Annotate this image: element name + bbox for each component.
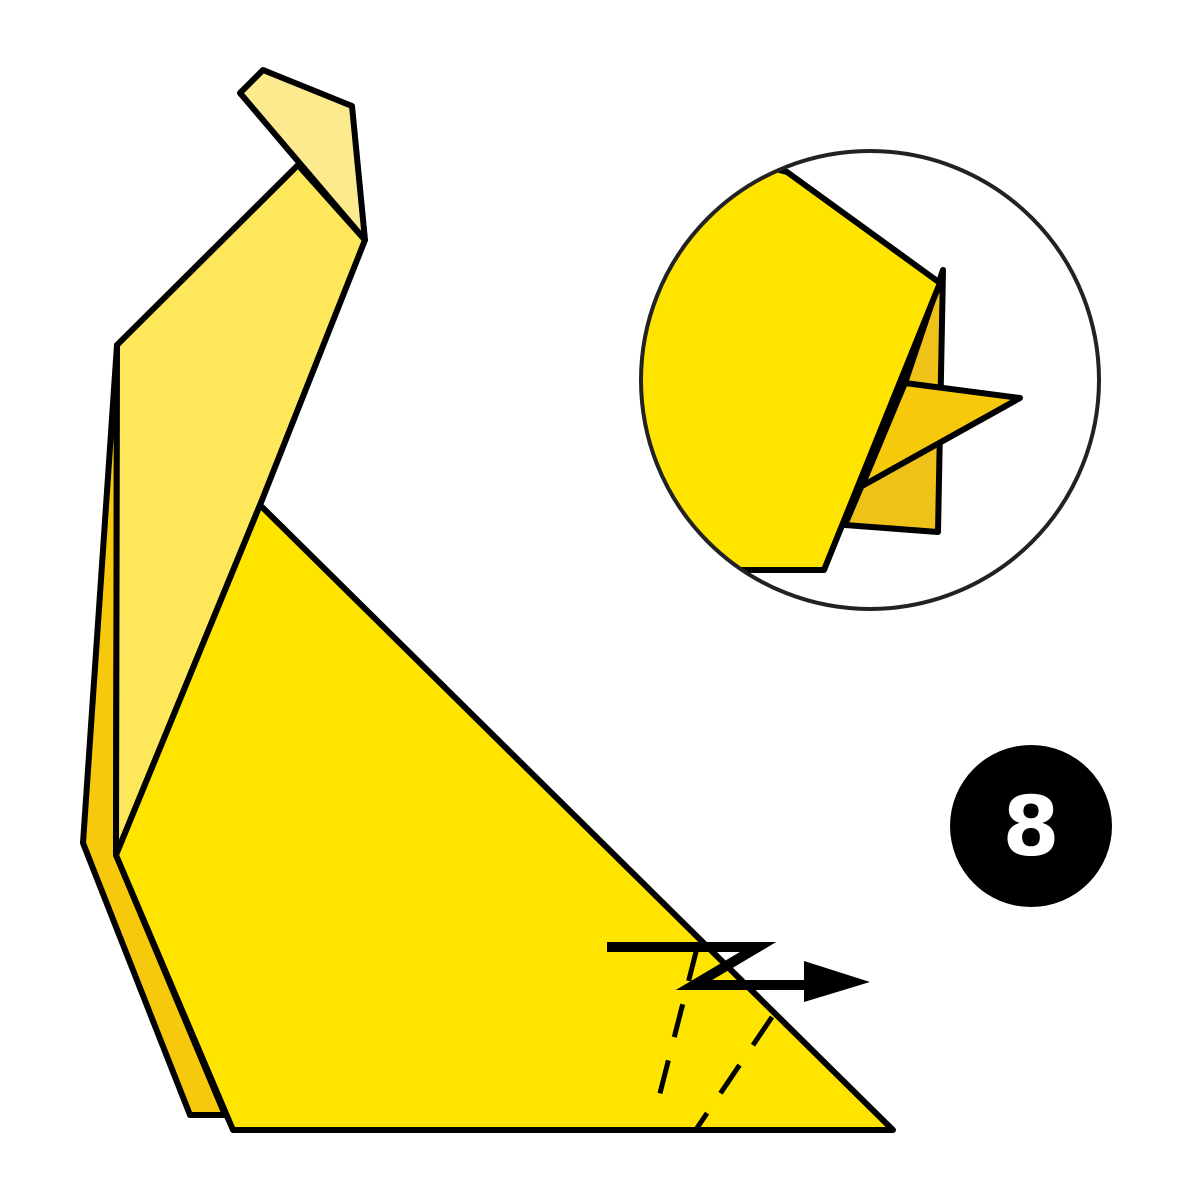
step-badge: 8 xyxy=(950,745,1112,907)
pleat-arrow-zigzag xyxy=(607,942,812,990)
detail-view xyxy=(639,149,1101,611)
detail-view-border-icon xyxy=(639,149,1101,611)
mountain-fold-line xyxy=(694,1015,775,1130)
step-number: 8 xyxy=(1002,780,1059,875)
pleat-fold-lines xyxy=(654,947,775,1130)
pleat-fold-arrow-icon xyxy=(607,942,870,1002)
step-badge-circle xyxy=(950,745,1112,907)
head-flap xyxy=(237,67,368,243)
body-panel xyxy=(113,502,896,1133)
neck-panel xyxy=(113,162,368,858)
pleat-arrow-head xyxy=(804,961,870,1002)
origami-model xyxy=(80,67,896,1133)
valley-fold-line xyxy=(654,947,700,1106)
beak-point xyxy=(859,380,1023,489)
